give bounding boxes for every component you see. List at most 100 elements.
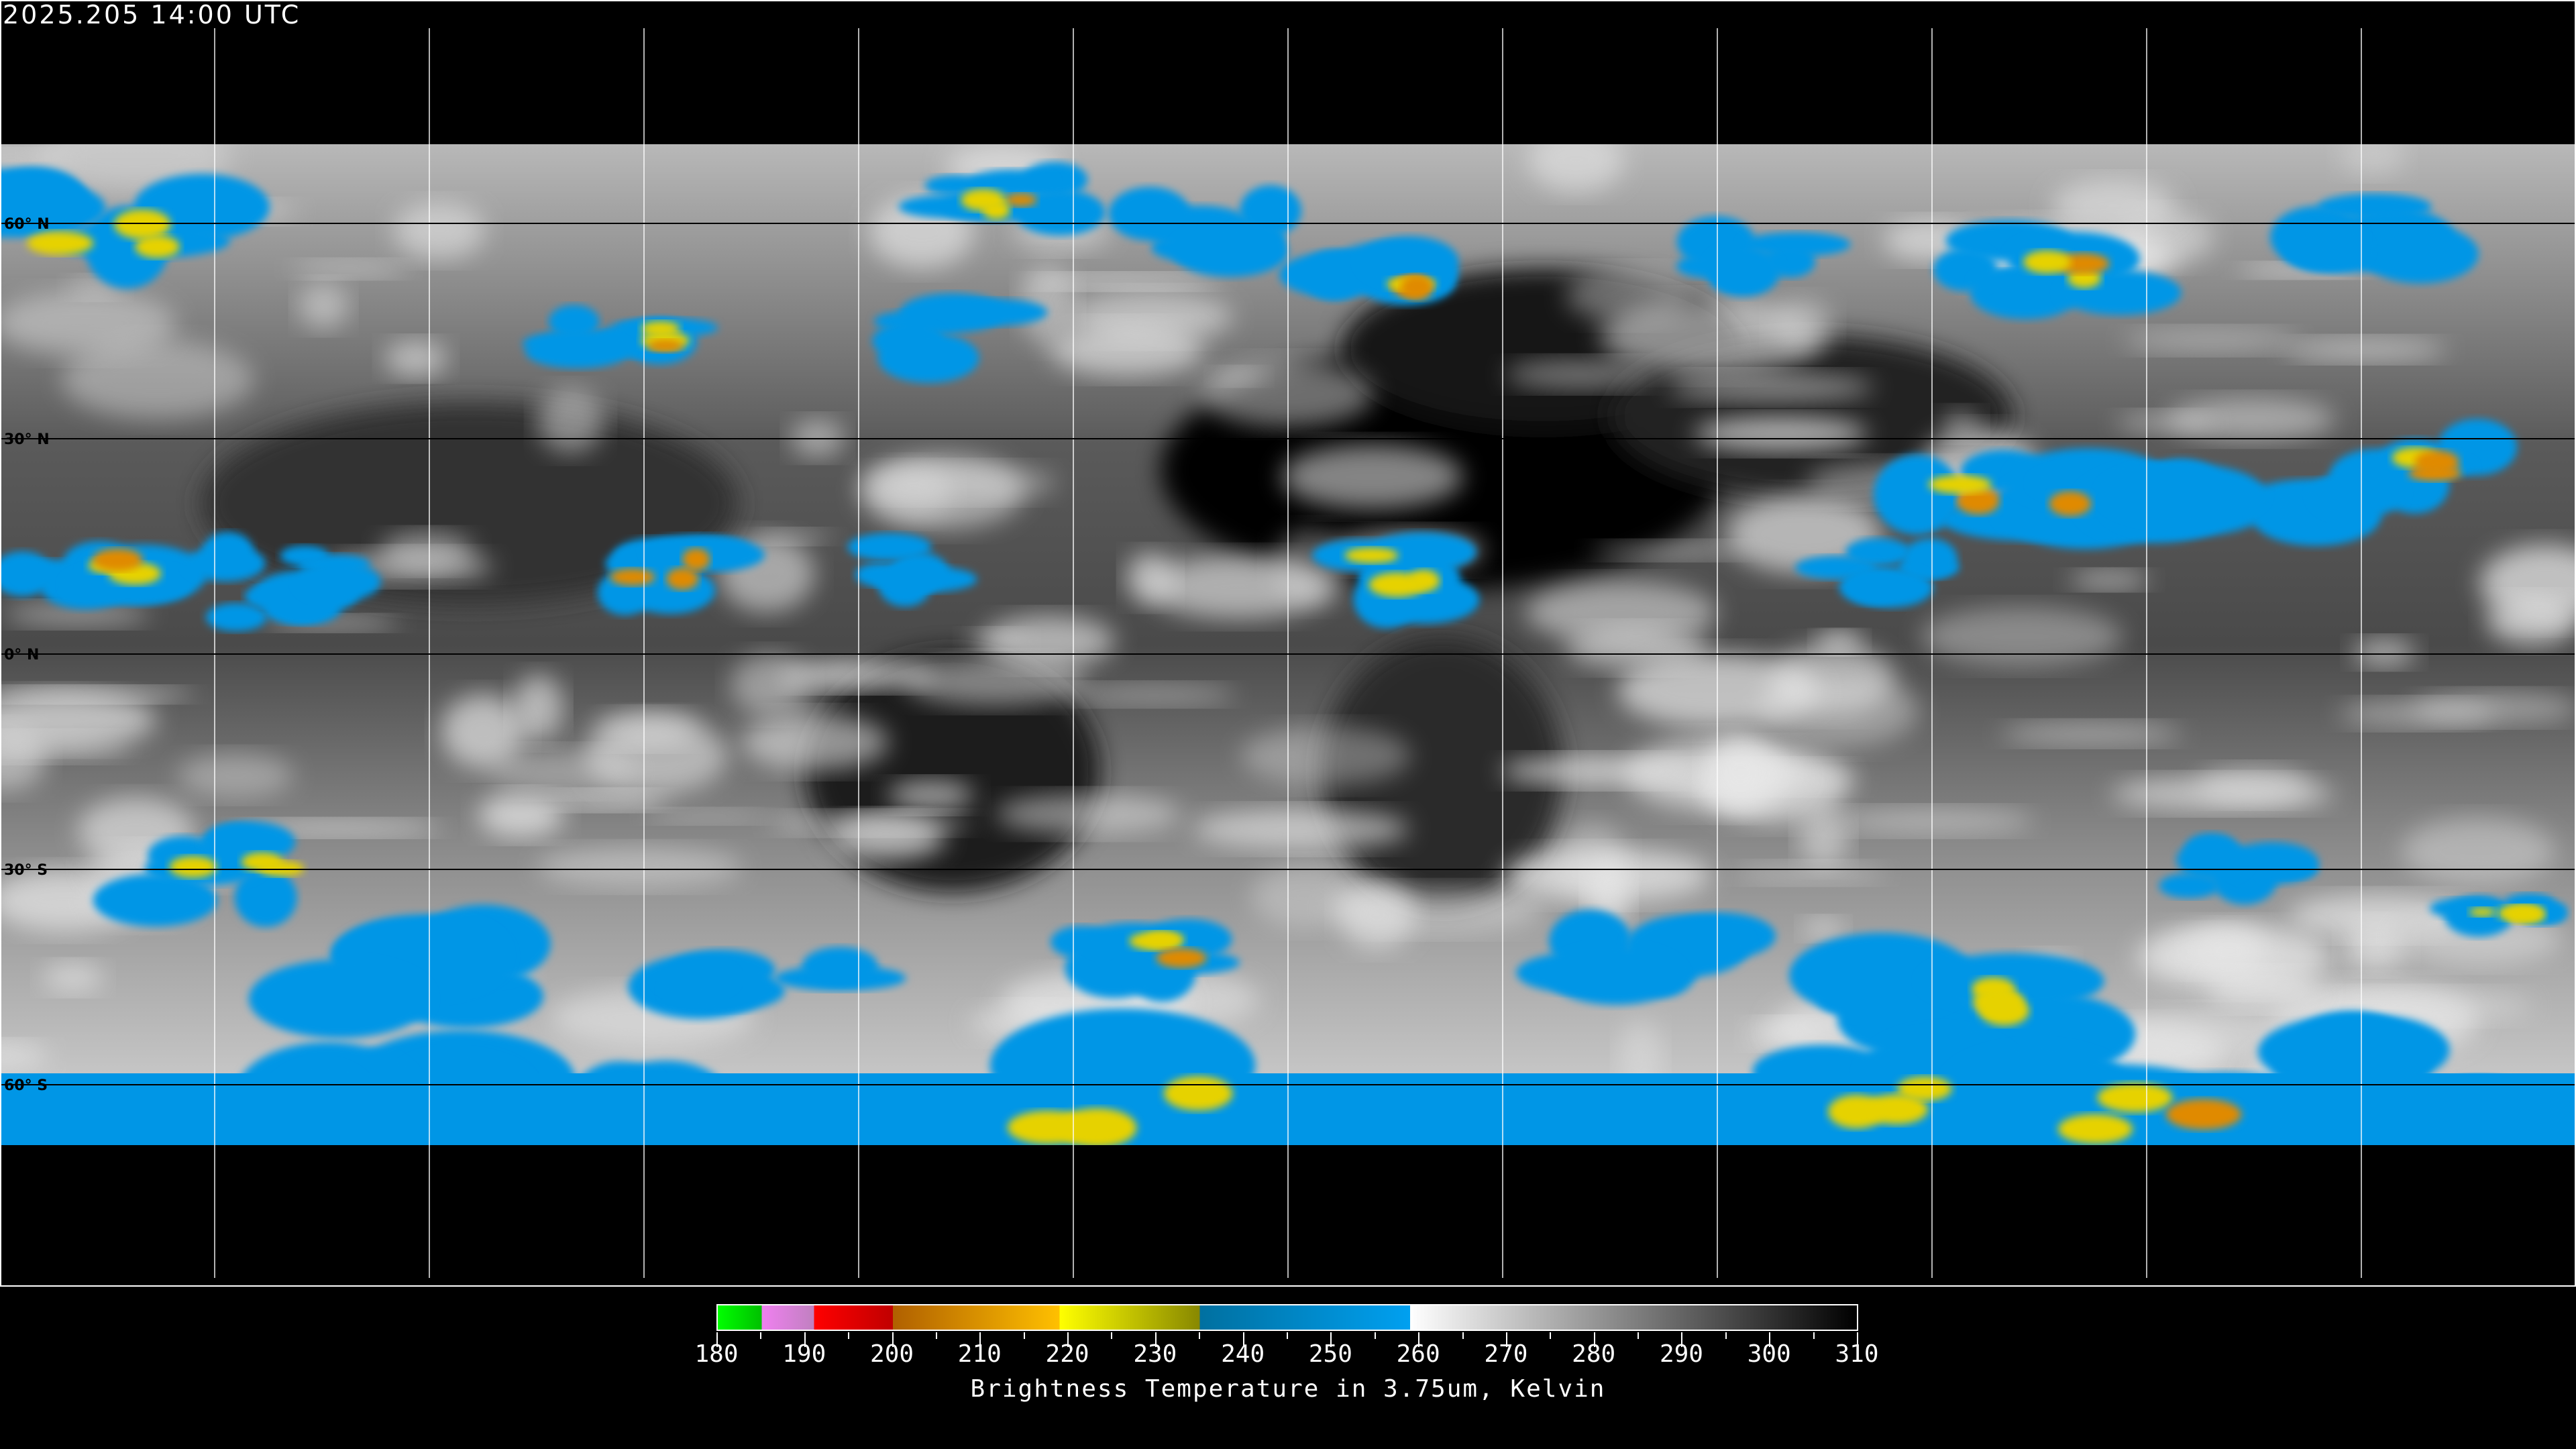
cloud-warm (2338, 700, 2496, 727)
colorbar (716, 1304, 1858, 1331)
deep-convection (1928, 475, 1992, 494)
cloud-warm (1049, 323, 1204, 376)
satellite-map (0, 0, 2576, 1287)
cloud-warm (1501, 756, 1694, 786)
colorbar-tick-label: 230 (1133, 1340, 1177, 1368)
cold-cloud (1705, 246, 1781, 297)
cloud-warm (61, 340, 254, 419)
colorbar-tick (1681, 1332, 1683, 1347)
cloud-warm (2486, 596, 2576, 646)
cloud-warm (42, 963, 104, 993)
cold-cloud (1359, 236, 1459, 286)
cloud-warm (298, 283, 349, 329)
deep-convection (1368, 572, 1426, 598)
colorbar-tick (935, 1332, 937, 1339)
cloud-warm (904, 657, 1085, 706)
cold-cloud (1972, 269, 2073, 294)
deep-convection (1401, 274, 1434, 300)
cloud-warm (441, 694, 525, 768)
cloud-warm (1251, 863, 1360, 928)
colorbar-tick-label: 200 (870, 1340, 914, 1368)
colorbar-tick-label: 280 (1572, 1340, 1616, 1368)
cloud-warm (478, 793, 564, 838)
lat-label-60n: 60° N (4, 216, 50, 233)
cloud-warm (2397, 912, 2562, 965)
cloud-warm (2123, 329, 2299, 353)
colorbar-tick (1593, 1332, 1595, 1347)
cold-cloud (1144, 918, 1232, 960)
cloud-warm (741, 714, 889, 771)
cold-cloud (899, 293, 1006, 333)
cloud-warm (1071, 684, 1236, 705)
cloud-warm (536, 847, 743, 888)
deep-convection (2469, 907, 2496, 917)
colorbar-tick (1725, 1332, 1727, 1339)
deep-convection (1972, 977, 2015, 1001)
cold-cloud (1902, 538, 1957, 578)
colorbar-tick (1287, 1332, 1288, 1339)
cold-cloud (548, 305, 600, 339)
cloud-warm (177, 753, 294, 798)
colorbar-tick-label: 180 (694, 1340, 739, 1368)
deep-convection (169, 856, 217, 878)
cloud-warm (2117, 1009, 2294, 1060)
deep-convection (1980, 996, 2029, 1026)
cold-cloud (847, 533, 932, 561)
colorbar-tick (1111, 1332, 1113, 1339)
lat-label-60s: 60° S (4, 1077, 48, 1094)
cloud-warm (290, 260, 407, 278)
colorbar-tick (804, 1332, 806, 1347)
cold-cloud (1108, 186, 1191, 241)
cloud-warm (488, 749, 636, 793)
cold-cloud (774, 965, 906, 991)
cloud-warm (965, 629, 1028, 648)
deep-convection (93, 548, 143, 572)
cold-cloud (186, 545, 266, 582)
colorbar-tick-label: 290 (1659, 1340, 1703, 1368)
cold-cloud (280, 545, 329, 566)
deep-convection (2497, 905, 2543, 922)
cold-cloud (2311, 470, 2404, 519)
cloud-warm (826, 814, 946, 859)
cold-cloud (1368, 532, 1477, 572)
cold-cloud (234, 868, 297, 927)
deep-convection (2165, 1099, 2242, 1130)
colorbar-tick-label: 210 (957, 1340, 1002, 1368)
cloud-warm (0, 291, 177, 356)
cold-cloud (205, 602, 267, 632)
colorbar-tick (1857, 1332, 1858, 1347)
cold-cloud (2257, 1015, 2436, 1089)
cloud-warm (1919, 606, 2123, 667)
colorbar-tick (1374, 1332, 1376, 1339)
cloud-warm (2000, 722, 2182, 745)
colorbar-tick (1813, 1332, 1815, 1339)
timestamp: 2025.205 14:00 UTC (3, 0, 301, 30)
colorbar-tick-label: 190 (782, 1340, 826, 1368)
cloud-warm (2190, 925, 2269, 977)
deep-convection (1344, 547, 1399, 564)
cloud-warm (1733, 863, 1886, 883)
lat-label-0: 0° N (4, 647, 40, 663)
deep-convection (2057, 1114, 2133, 1144)
lat-label-30s: 30° S (4, 862, 48, 879)
deep-convection (1897, 1076, 1952, 1102)
cloud-warm (1694, 416, 1868, 451)
cloud-warm (1201, 361, 1374, 427)
cold-cloud (1172, 226, 1289, 277)
colorbar-tick (848, 1332, 850, 1339)
graticule (0, 28, 2576, 1278)
deep-convection (1145, 931, 1185, 949)
cloud-warm (384, 341, 447, 377)
cloud-warm (1339, 881, 1415, 949)
cloud-warm (1726, 495, 1882, 574)
cloud-warm (2069, 571, 2149, 589)
colorbar-tick-label: 270 (1484, 1340, 1528, 1368)
cloud-warm (393, 202, 486, 260)
cloud-warm (996, 794, 1182, 835)
colorbar-tick-label: 220 (1045, 1340, 1089, 1368)
colorbar-tick (1023, 1332, 1025, 1339)
cloud-warm (756, 529, 834, 544)
deep-convection (1007, 1110, 1089, 1144)
cold-cloud (297, 561, 382, 602)
deep-convection (1004, 193, 1037, 207)
